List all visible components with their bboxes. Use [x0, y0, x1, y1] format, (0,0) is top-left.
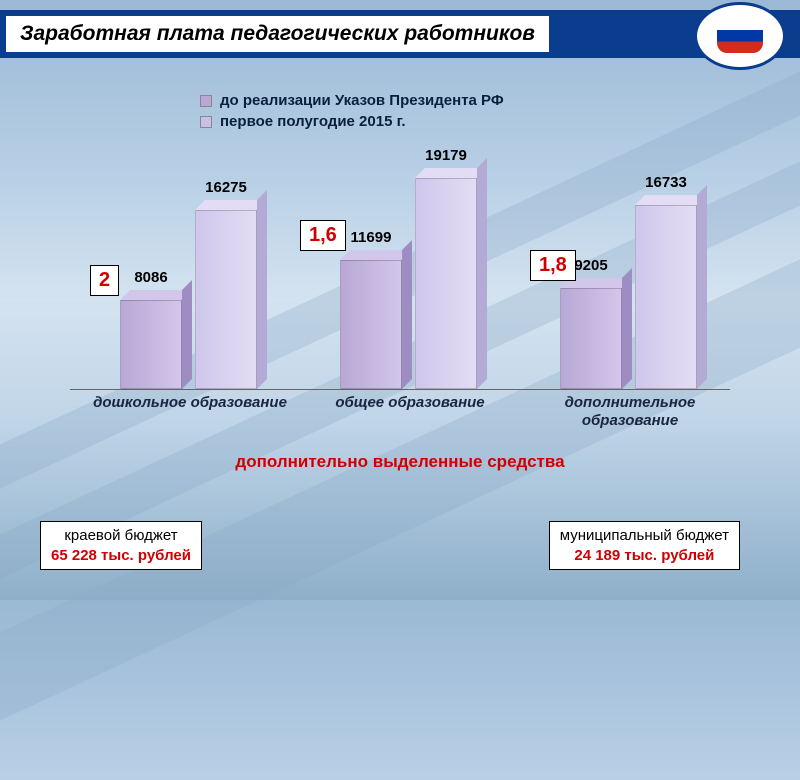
- municipal-budget-amount: 24 189 тыс. рублей: [560, 546, 729, 566]
- category-label: дополнительное образование: [530, 394, 730, 430]
- bar-after: 16733: [635, 205, 697, 389]
- bar-value: 8086: [121, 269, 181, 286]
- regional-budget-box: краевой бюджет 65 228 тыс. рублей: [40, 521, 202, 570]
- ratio-badge: 1,8: [530, 250, 576, 281]
- bar-before: 11699: [340, 260, 402, 389]
- regional-budget-amount: 65 228 тыс. рублей: [51, 546, 191, 566]
- salary-bar-chart: 808616275211699191791,69205167331,8 дошк…: [70, 160, 730, 440]
- chart-legend: до реализации Указов Президента РФ перво…: [200, 92, 504, 134]
- subtitle: дополнительно выделенные средства: [0, 452, 800, 472]
- page-title: Заработная плата педагогических работник…: [6, 16, 549, 52]
- flag-icon: [717, 19, 763, 53]
- bar-group: 808616275: [100, 169, 280, 389]
- legend-swatch-2: [200, 116, 212, 128]
- bar-value: 11699: [341, 229, 401, 246]
- bar-before: 8086: [120, 300, 182, 389]
- legend-label-1: до реализации Указов Президента РФ: [220, 92, 504, 109]
- category-label: дошкольное образование: [90, 394, 290, 412]
- legend-swatch-1: [200, 95, 212, 107]
- bar-before: 9205: [560, 288, 622, 389]
- bar-value: 19179: [416, 147, 476, 164]
- bar-after: 16275: [195, 210, 257, 389]
- legend-label-2: первое полугодие 2015 г.: [220, 113, 406, 130]
- bar-value: 16733: [636, 174, 696, 191]
- regional-budget-label: краевой бюджет: [51, 526, 191, 546]
- header-bar: Заработная плата педагогических работник…: [0, 10, 800, 58]
- municipal-budget-box: муниципальный бюджет 24 189 тыс. рублей: [549, 521, 740, 570]
- org-logo: [694, 2, 786, 70]
- municipal-budget-label: муниципальный бюджет: [560, 526, 729, 546]
- bar-group: 1169919179: [320, 169, 500, 389]
- ratio-badge: 1,6: [300, 220, 346, 251]
- bar-value: 16275: [196, 179, 256, 196]
- bar-after: 19179: [415, 178, 477, 389]
- category-label: общее образование: [310, 394, 510, 412]
- ratio-badge: 2: [90, 265, 119, 296]
